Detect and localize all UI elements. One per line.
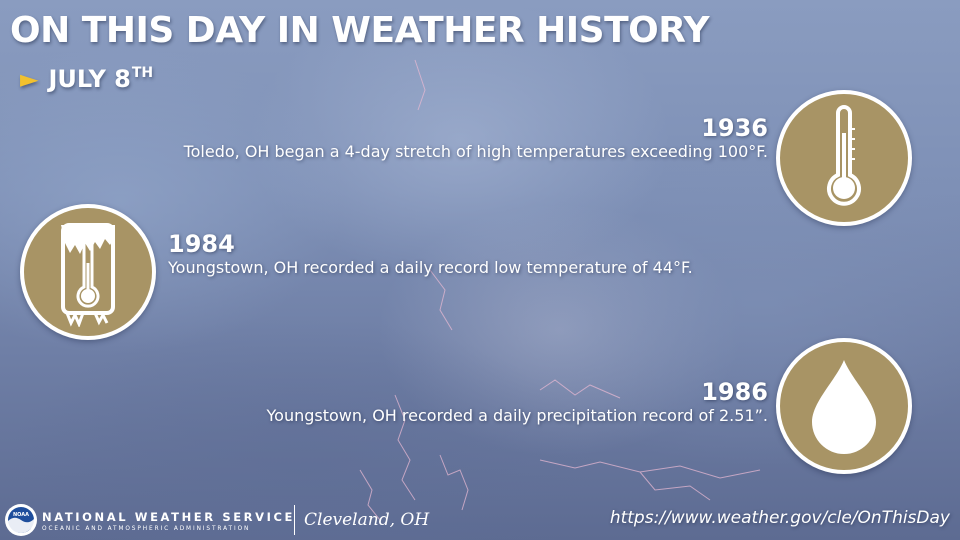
event-1936: 1936 Toledo, OH began a 4-day stretch of… xyxy=(148,114,768,162)
office-name: Cleveland, OH xyxy=(304,510,430,530)
event-description: Youngstown, OH recorded a daily record l… xyxy=(168,258,693,277)
event-1984: 1984 Youngstown, OH recorded a daily rec… xyxy=(168,230,808,278)
thermometer-hot-icon xyxy=(827,105,861,206)
date-line: ► JULY 8 TH xyxy=(20,64,153,94)
event-description: Youngstown, OH recorded a daily precipit… xyxy=(266,406,768,425)
footer-divider xyxy=(294,505,295,535)
agency-name: NATIONAL WEATHER SERVICE xyxy=(42,510,295,524)
date-label: JULY 8 xyxy=(48,65,131,93)
event-1986-badge xyxy=(776,338,912,474)
date-suffix: TH xyxy=(131,65,154,81)
play-arrow-icon: ► xyxy=(20,65,39,93)
page-title: ON THIS DAY IN WEATHER HISTORY xyxy=(10,10,710,51)
agency-subtitle: OCEANIC AND ATMOSPHERIC ADMINISTRATION xyxy=(42,526,251,532)
event-1986: 1986 Youngstown, OH recorded a daily pre… xyxy=(148,378,768,426)
event-description: Toledo, OH began a 4-day stretch of high… xyxy=(183,142,768,161)
website-link[interactable]: https://www.weather.gov/cle/OnThisDay xyxy=(609,508,950,528)
event-year: 1984 xyxy=(168,230,235,258)
event-1984-badge xyxy=(20,204,156,340)
logo-text: NOAA xyxy=(13,512,29,518)
event-1936-badge xyxy=(776,90,912,226)
thermometer-frozen-icon xyxy=(61,223,115,327)
noaa-logo-icon: NOAA xyxy=(5,504,37,536)
raindrop-icon xyxy=(812,360,876,454)
event-year: 1936 xyxy=(701,114,768,142)
event-year: 1986 xyxy=(701,378,768,406)
